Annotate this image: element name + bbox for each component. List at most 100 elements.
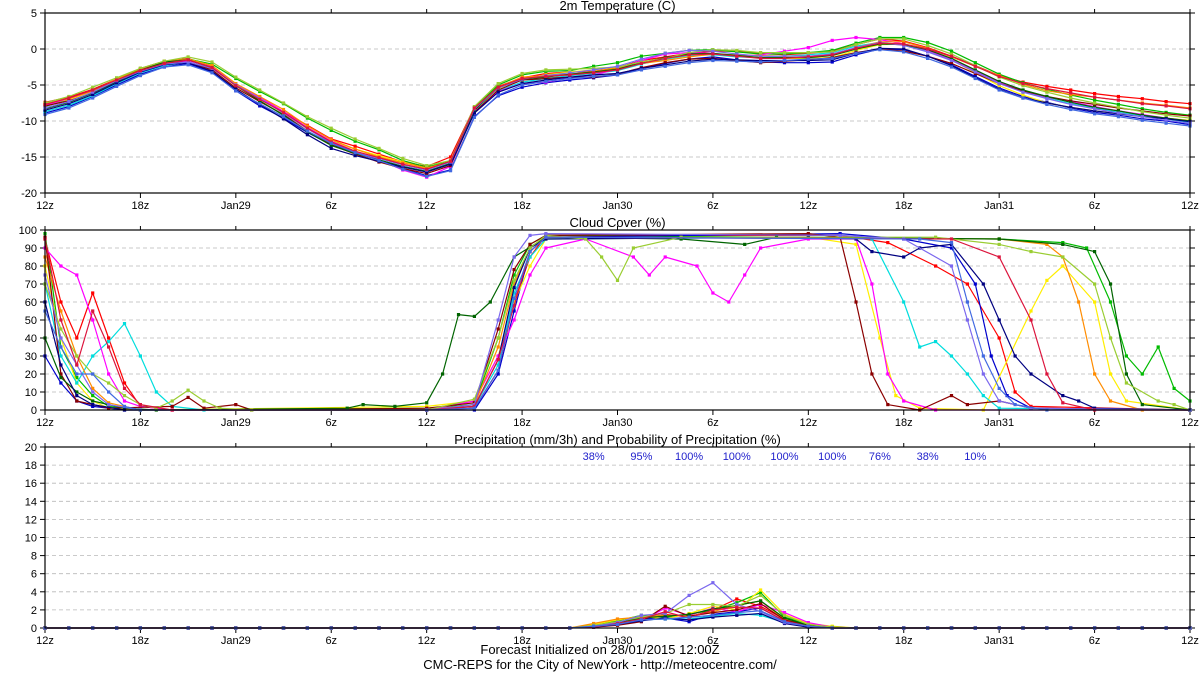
series-marker [305,126,309,130]
series-marker [512,318,516,322]
series-marker [1045,84,1049,88]
series-marker [544,68,548,72]
pop-label: 95% [630,451,652,463]
x-tick-label: 12z [799,200,817,212]
series-marker [973,282,977,286]
series-marker [679,237,683,241]
y-tick-label: 80 [25,261,37,273]
series-marker [1124,399,1128,403]
series-marker [902,399,906,403]
series-marker [759,591,763,595]
series-marker [528,255,532,259]
series-marker [600,255,604,259]
series-marker [91,394,95,398]
series-marker [854,35,858,40]
series-marker [989,354,993,358]
series-marker [448,155,453,159]
series-marker [878,37,882,41]
series-marker [1061,264,1065,268]
series-marker [122,406,127,410]
series-marker [806,46,810,50]
y-tick-label: -10 [21,116,37,128]
series-marker [949,58,954,63]
series-marker [75,336,79,340]
series-marker [329,128,333,132]
series-marker [75,399,79,403]
series-marker [281,117,286,121]
series-marker [305,115,309,119]
x-tick-label: 12z [1181,635,1199,647]
series-marker [122,381,127,385]
series-marker [91,386,95,390]
series-marker [170,404,174,408]
series-marker [353,137,357,141]
series-marker [949,56,954,60]
series-marker [1116,111,1120,115]
series-marker [75,394,79,398]
series-marker [234,75,238,79]
series-marker [425,164,429,168]
series-marker [1140,107,1144,111]
series-marker [91,96,95,100]
series-marker [631,255,635,259]
series-marker [759,613,763,617]
series-marker [1085,246,1089,250]
series-marker [1093,406,1097,410]
series-marker [1116,102,1120,106]
x-tick-label: 6z [707,417,719,429]
series-marker [186,60,190,64]
series-marker [878,336,882,340]
y-tick-label: -5 [27,80,37,92]
series-marker [544,79,548,83]
y-tick-label: 8 [31,551,37,563]
pop-label: 100% [723,451,751,463]
series-marker [902,37,906,41]
series-marker [663,58,667,63]
series-marker [981,372,985,376]
series-marker [568,73,572,77]
series-marker [1164,104,1168,108]
series-marker [997,386,1001,390]
series-marker [1116,98,1120,102]
series-marker [329,126,333,130]
series-line-2 [44,233,1191,411]
series-marker [639,61,643,65]
series-marker [997,242,1001,246]
x-tick-label: Jan30 [603,635,633,647]
series-marker [59,300,63,304]
series-marker [592,68,596,72]
series-marker [154,406,158,410]
x-tick-label: 12z [36,417,54,429]
series-marker [759,604,763,608]
series-marker [711,611,715,615]
series-marker [759,51,763,55]
series-marker [520,83,524,87]
series-marker [59,336,63,340]
series-marker [615,61,620,65]
series-marker [1061,401,1065,405]
x-tick-label: Jan31 [984,635,1014,647]
series-marker [735,605,739,609]
series-line-1 [44,36,1191,168]
series-marker [281,101,286,105]
series-marker [687,57,691,61]
series-marker [1116,109,1120,113]
series-marker [75,354,79,358]
series-marker [281,110,286,114]
series-marker [520,85,524,89]
series-marker [75,273,79,277]
series-marker [496,363,500,367]
series-marker [329,141,333,145]
series-marker [711,58,715,63]
series-marker [949,237,954,241]
series-marker [949,241,954,245]
series-marker [1140,110,1144,114]
series-marker [1156,399,1160,403]
series-marker [186,55,190,59]
series-marker [838,232,842,236]
series-marker [472,106,476,110]
series-marker [1021,88,1025,92]
series-marker [687,593,691,597]
series-marker [806,622,810,626]
series-marker [1069,100,1073,104]
